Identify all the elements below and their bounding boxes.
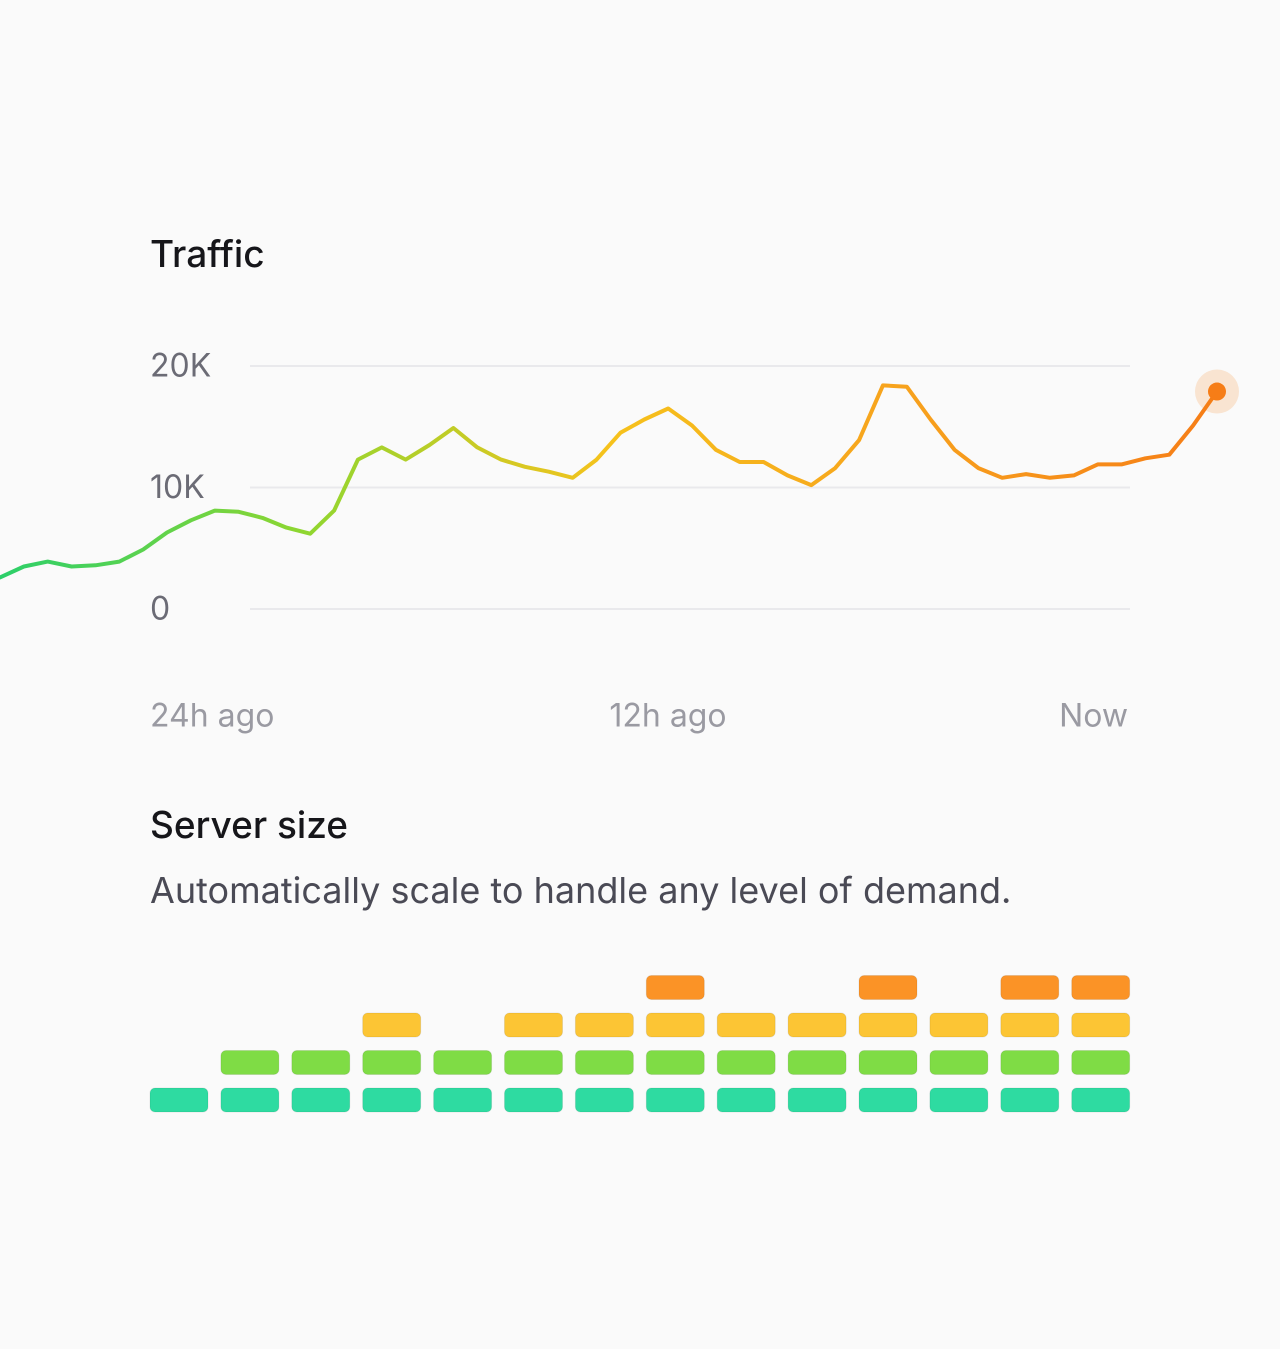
server-block	[716, 1012, 776, 1038]
chart-title: Traffic	[150, 231, 265, 276]
server-block	[574, 1050, 634, 1075]
server-block	[645, 1012, 705, 1038]
server-block	[220, 1050, 280, 1075]
y-tick-label: 20K	[150, 346, 211, 385]
server-block	[787, 1012, 847, 1038]
server-block	[929, 1050, 989, 1075]
x-label: Now	[1059, 696, 1128, 735]
server-block	[149, 1087, 209, 1113]
x-label: 24h ago	[150, 696, 274, 735]
server-block	[433, 1087, 493, 1113]
server-block	[433, 1050, 493, 1075]
server-block	[858, 975, 918, 1000]
server-block	[362, 1012, 422, 1038]
server-block	[291, 1050, 351, 1075]
server-block	[1071, 1050, 1131, 1075]
server-block	[1000, 1050, 1060, 1075]
server-block	[362, 1050, 422, 1075]
server-block	[716, 1050, 776, 1075]
server-block	[929, 1087, 989, 1113]
server-block	[645, 1087, 705, 1113]
server-block	[858, 1050, 918, 1075]
server-block	[504, 1087, 563, 1113]
y-tick-label: 10K	[150, 467, 205, 506]
section-subtitle: Automatically scale to handle any level …	[150, 868, 1011, 912]
end-point	[1208, 382, 1226, 401]
server-block	[645, 1050, 705, 1075]
server-block	[858, 1087, 918, 1113]
server-block	[716, 1087, 776, 1113]
server-block	[504, 1012, 563, 1038]
server-block	[858, 1012, 918, 1038]
y-tick-label: 0	[150, 589, 170, 628]
traffic-line	[0, 383, 1219, 580]
server-block	[220, 1087, 280, 1113]
server-block	[362, 1087, 422, 1113]
server-block	[1000, 1012, 1060, 1038]
server-block	[787, 1050, 847, 1075]
server-block	[787, 1087, 847, 1113]
server-block	[1000, 1087, 1060, 1113]
server-block	[1071, 1087, 1131, 1113]
section-title: Server size	[150, 802, 348, 847]
server-block	[574, 1087, 634, 1113]
x-label: 12h ago	[609, 696, 726, 735]
server-block	[1071, 1012, 1131, 1038]
server-block	[291, 1087, 351, 1113]
server-block	[645, 975, 705, 1000]
server-block	[1071, 975, 1131, 1000]
server-block	[504, 1050, 563, 1075]
server-block	[929, 1012, 989, 1038]
server-block	[574, 1012, 634, 1038]
server-block	[1000, 975, 1060, 1000]
